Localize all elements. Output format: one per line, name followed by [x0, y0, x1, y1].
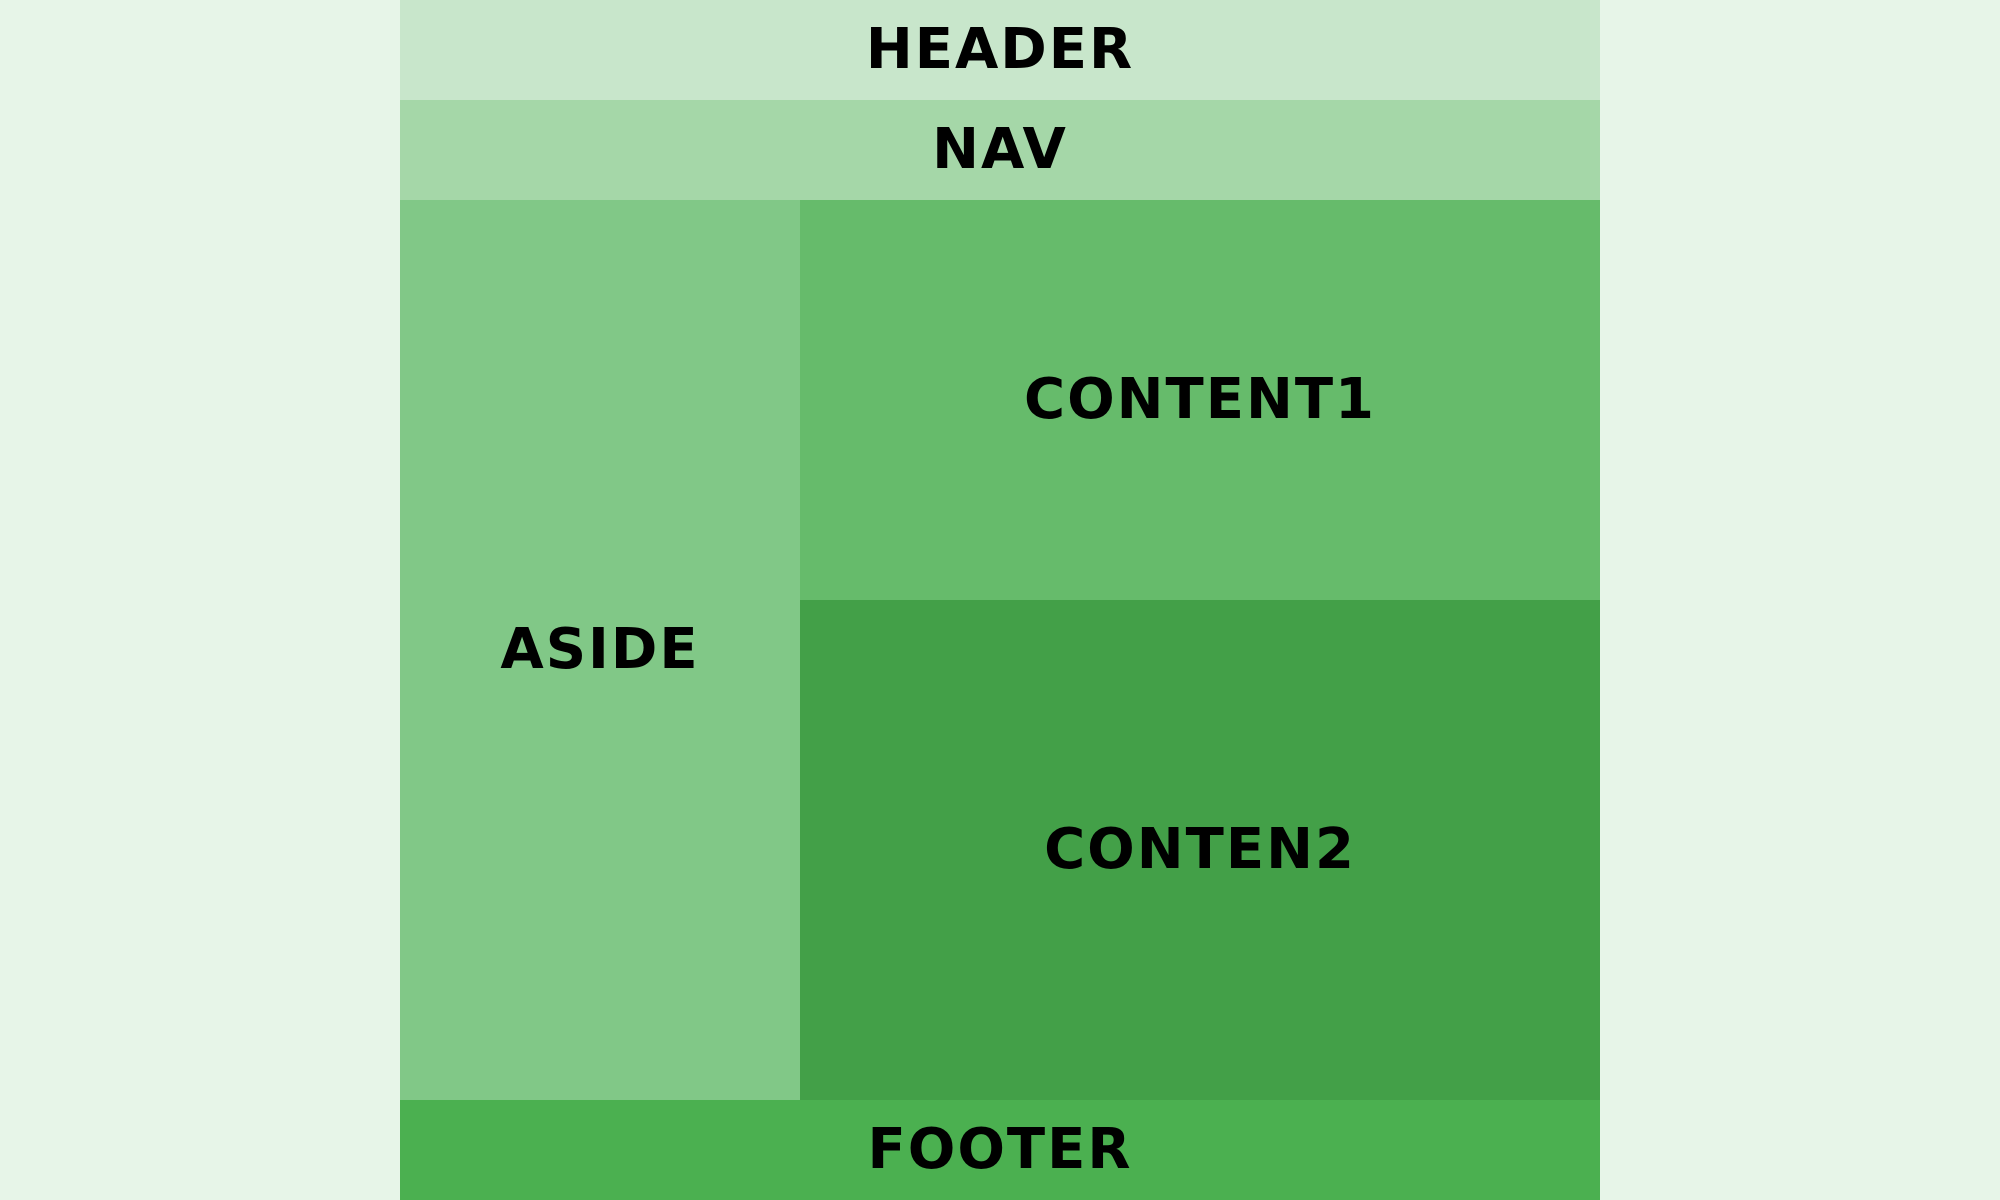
aside-section: ASIDE	[400, 200, 800, 1100]
content1-section: CONTENT1	[800, 200, 1600, 600]
header-section: HEADER	[400, 0, 1600, 100]
layout-grid: HEADER NAV ASIDE CONTENT1 CONTEN2 FOOTER	[400, 0, 1600, 1200]
nav-section: NAV	[400, 100, 1600, 200]
footer-section: FOOTER	[400, 1100, 1600, 1200]
content2-section: CONTEN2	[800, 600, 1600, 1100]
